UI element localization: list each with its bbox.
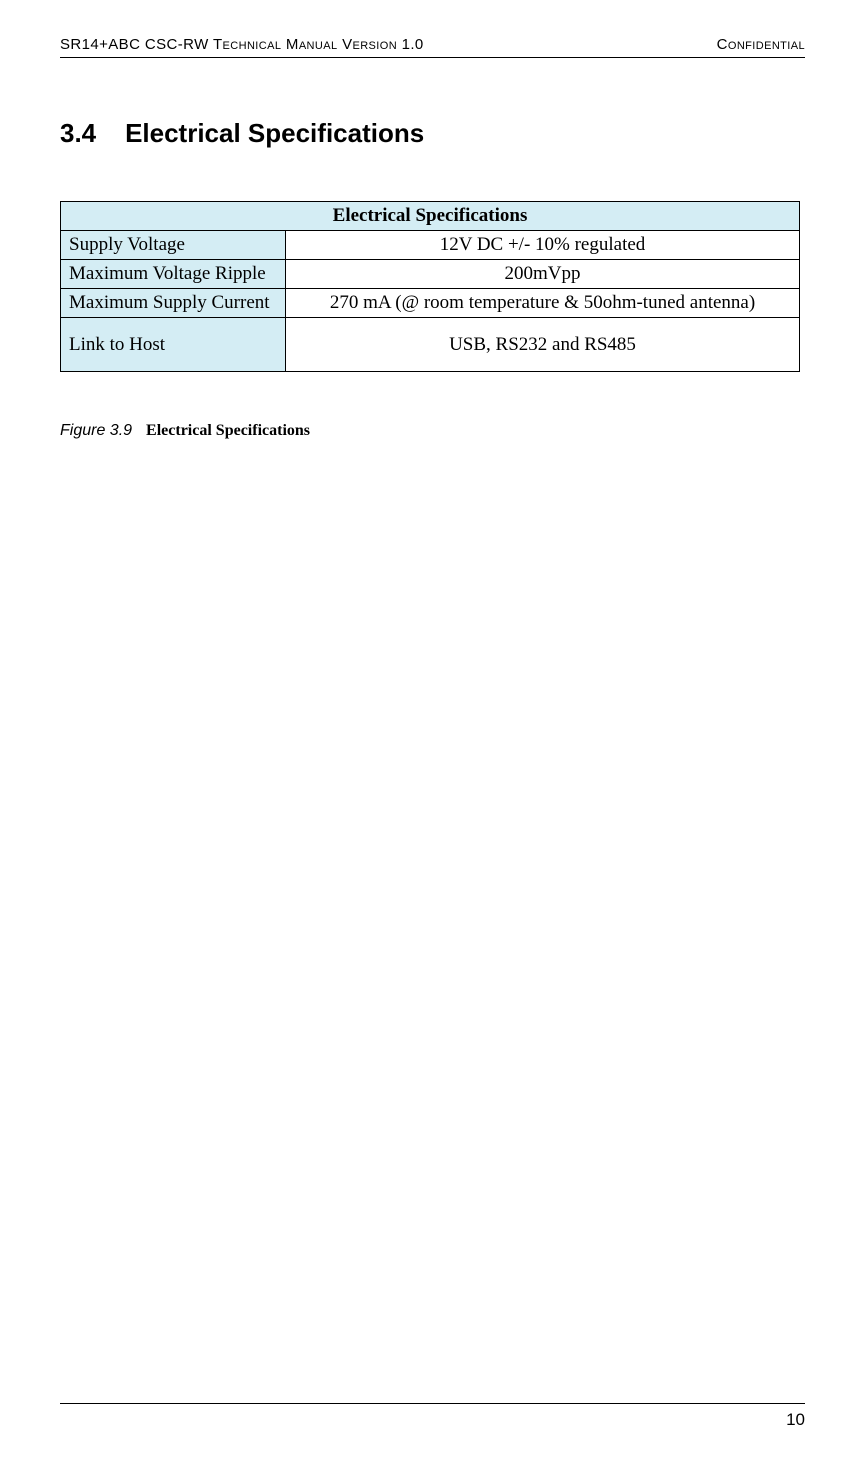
figure-number: Figure 3.9 (60, 422, 132, 439)
section-number: 3.4 (60, 118, 96, 148)
section-title: Electrical Specifications (125, 118, 424, 148)
electrical-specs-table: Electrical Specifications Supply Voltage… (60, 201, 800, 372)
table-row: Maximum Supply Current 270 mA (@ room te… (61, 289, 800, 318)
figure-caption: Figure 3.9 Electrical Specifications (60, 422, 805, 440)
spec-label: Supply Voltage (61, 231, 286, 260)
header-left: SR14+ABC CSC-RW Technical Manual Version… (60, 36, 424, 53)
section-heading: 3.4 Electrical Specifications (60, 118, 805, 149)
page-number: 10 (60, 1410, 805, 1430)
header-rule (60, 57, 805, 58)
page-header: SR14+ABC CSC-RW Technical Manual Version… (60, 36, 805, 53)
header-right: Confidential (717, 36, 805, 53)
table-row: Maximum Voltage Ripple 200mVpp (61, 260, 800, 289)
spec-label: Maximum Voltage Ripple (61, 260, 286, 289)
table-title: Electrical Specifications (61, 202, 800, 231)
spec-label: Maximum Supply Current (61, 289, 286, 318)
table-row: Link to Host USB, RS232 and RS485 (61, 318, 800, 372)
page-footer: 10 (60, 1403, 805, 1430)
table-row: Supply Voltage 12V DC +/- 10% regulated (61, 231, 800, 260)
spec-value: 200mVpp (286, 260, 800, 289)
spec-value: USB, RS232 and RS485 (286, 318, 800, 372)
spec-label: Link to Host (61, 318, 286, 372)
spec-value: 270 mA (@ room temperature & 50ohm-tuned… (286, 289, 800, 318)
spec-value: 12V DC +/- 10% regulated (286, 231, 800, 260)
figure-title: Electrical Specifications (146, 422, 310, 439)
table-title-row: Electrical Specifications (61, 202, 800, 231)
footer-rule (60, 1403, 805, 1404)
